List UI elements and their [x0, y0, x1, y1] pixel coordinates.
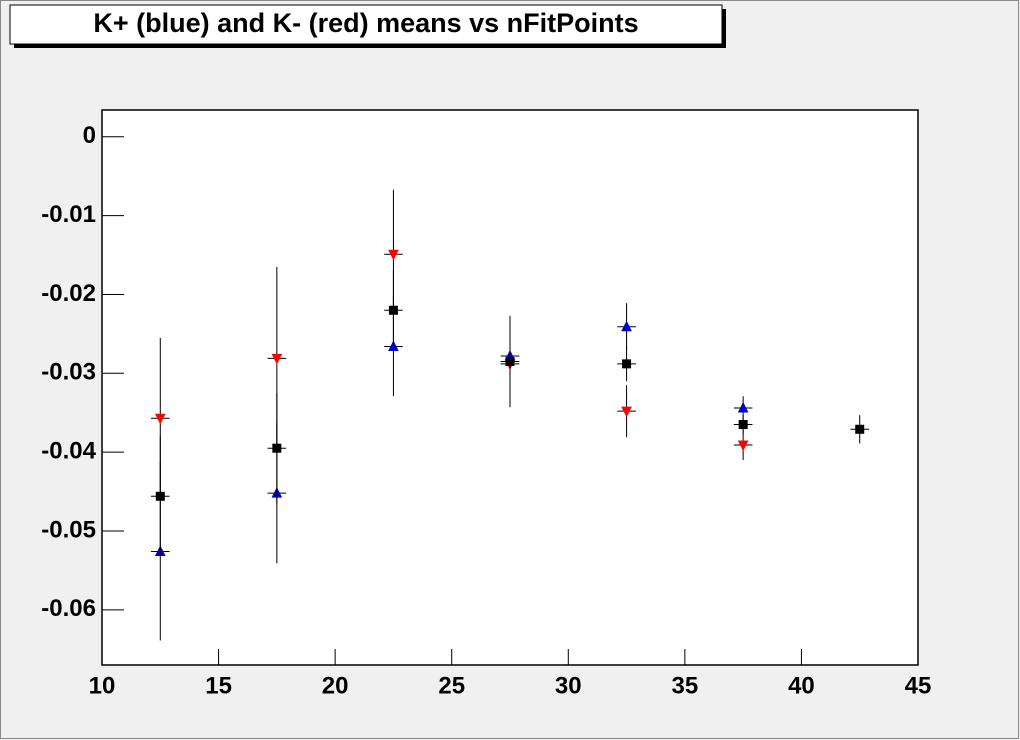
y-tick-label: -0.01: [41, 201, 96, 228]
y-tick-label: -0.05: [41, 516, 96, 543]
x-tick-label: 40: [788, 672, 815, 699]
x-tick-label: 15: [205, 672, 232, 699]
marker: [388, 249, 399, 261]
x-tick-label: 35: [672, 672, 699, 699]
marker: [505, 356, 515, 366]
marker: [621, 406, 632, 418]
marker: [154, 413, 166, 425]
y-tick-label: 0: [83, 122, 96, 149]
marker: [737, 440, 749, 452]
marker: [621, 320, 632, 332]
y-tick-label: -0.04: [41, 437, 96, 464]
x-tick-label: 10: [89, 672, 116, 699]
chart-title: K+ (blue) and K- (red) means vs nFitPoin…: [93, 8, 638, 38]
marker: [388, 305, 398, 315]
x-tick-label: 25: [438, 672, 465, 699]
title-box: [9, 4, 723, 45]
marker: [271, 353, 283, 365]
marker: [738, 420, 748, 430]
marker: [855, 424, 865, 434]
x-tick-label: 20: [322, 672, 349, 699]
x-tick-label: 30: [555, 672, 582, 699]
x-tick-label: 45: [905, 672, 932, 699]
marker: [272, 443, 282, 453]
marker: [155, 491, 165, 501]
y-tick-label: -0.02: [41, 280, 96, 307]
marker: [622, 359, 632, 369]
y-tick-label: -0.06: [41, 595, 96, 622]
y-tick-label: -0.03: [41, 359, 96, 386]
marker: [737, 401, 749, 413]
